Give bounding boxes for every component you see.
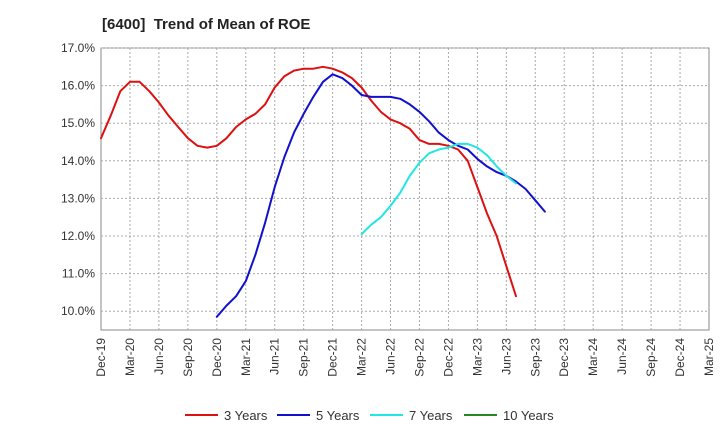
x-tick-label: Dec-24 — [673, 338, 687, 377]
x-tick-label: Jun-20 — [152, 338, 166, 375]
y-tick-label: 10.0% — [61, 304, 95, 318]
y-axis-labels: 10.0% 11.0% 12.0% 13.0% 14.0% 15.0% 16.0% 17.0% — [61, 41, 95, 318]
x-tick-label: Dec-22 — [441, 338, 455, 377]
x-tick-label: Dec-19 — [94, 338, 108, 377]
x-tick-label: Mar-20 — [123, 338, 137, 376]
x-tick-label: Jun-22 — [384, 338, 398, 375]
x-tick-label: Dec-21 — [326, 338, 340, 377]
y-tick-label: 15.0% — [61, 116, 95, 130]
y-tick-label: 17.0% — [61, 41, 95, 55]
grid-lines — [101, 47, 709, 330]
x-tick-label: Sep-23 — [528, 338, 542, 377]
x-tick-label: Dec-20 — [210, 338, 224, 377]
legend-label: 3 Years — [224, 408, 268, 423]
plot-area — [100, 47, 710, 331]
x-tick-label: Mar-21 — [239, 338, 253, 376]
series-lines — [100, 65, 546, 318]
chart-title: [6400] Trend of Mean of ROE — [102, 16, 311, 33]
x-tick-label: Mar-24 — [586, 338, 600, 376]
series-line-5-years — [215, 73, 546, 318]
series-line-3-years — [100, 65, 517, 298]
x-tick-label: Dec-23 — [557, 338, 571, 377]
x-tick-label: Jun-21 — [268, 338, 282, 375]
x-tick-label: Sep-22 — [412, 338, 426, 377]
x-tick-label: Jun-24 — [615, 338, 629, 375]
x-tick-label: Mar-23 — [470, 338, 484, 376]
x-tick-label: Sep-24 — [644, 338, 658, 377]
y-tick-label: 14.0% — [61, 154, 95, 168]
y-tick-label: 12.0% — [61, 229, 95, 243]
y-tick-label: 16.0% — [61, 79, 95, 93]
x-tick-label: Mar-25 — [702, 338, 716, 376]
y-tick-label: 13.0% — [61, 191, 95, 205]
x-axis-labels: Dec-19 Mar-20 Jun-20 Sep-20 Dec-20 Mar-21 Jun-… — [94, 338, 716, 377]
x-tick-label: Sep-20 — [181, 338, 195, 377]
legend-label: 5 Years — [316, 408, 360, 423]
series-line-7-years — [360, 142, 517, 236]
y-tick-label: 11.0% — [62, 267, 95, 281]
x-tick-label: Jun-23 — [499, 338, 513, 375]
x-tick-label: Sep-21 — [297, 338, 311, 377]
x-tick-label: Mar-22 — [355, 338, 369, 376]
legend-label: 10 Years — [503, 408, 554, 423]
legend: 3 Years 5 Years 7 Years 10 Years — [185, 408, 554, 423]
legend-label: 7 Years — [409, 408, 453, 423]
